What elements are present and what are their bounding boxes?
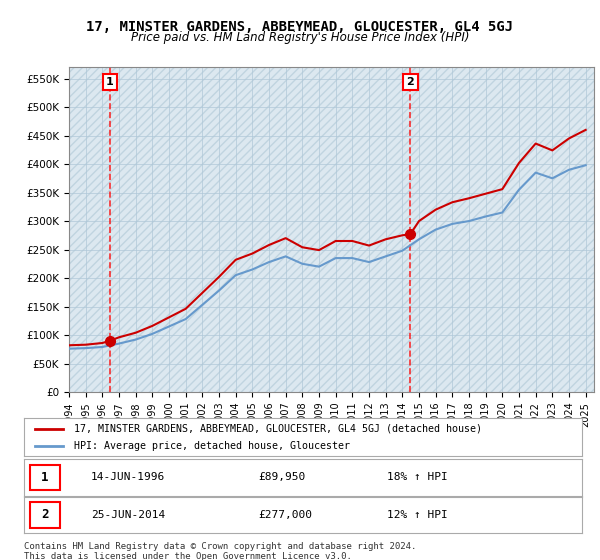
Text: 18% ↑ HPI: 18% ↑ HPI bbox=[387, 473, 448, 482]
Text: Price paid vs. HM Land Registry's House Price Index (HPI): Price paid vs. HM Land Registry's House … bbox=[131, 31, 469, 44]
FancyBboxPatch shape bbox=[29, 465, 60, 490]
Text: 12% ↑ HPI: 12% ↑ HPI bbox=[387, 510, 448, 520]
Text: Contains HM Land Registry data © Crown copyright and database right 2024.
This d: Contains HM Land Registry data © Crown c… bbox=[24, 542, 416, 560]
Text: 17, MINSTER GARDENS, ABBEYMEAD, GLOUCESTER, GL4 5GJ: 17, MINSTER GARDENS, ABBEYMEAD, GLOUCEST… bbox=[86, 20, 514, 34]
FancyBboxPatch shape bbox=[29, 502, 60, 528]
Text: 2: 2 bbox=[41, 508, 49, 521]
Text: 25-JUN-2014: 25-JUN-2014 bbox=[91, 510, 165, 520]
Text: 17, MINSTER GARDENS, ABBEYMEAD, GLOUCESTER, GL4 5GJ (detached house): 17, MINSTER GARDENS, ABBEYMEAD, GLOUCEST… bbox=[74, 424, 482, 434]
Text: £89,950: £89,950 bbox=[259, 473, 305, 482]
Text: 14-JUN-1996: 14-JUN-1996 bbox=[91, 473, 165, 482]
Text: HPI: Average price, detached house, Gloucester: HPI: Average price, detached house, Glou… bbox=[74, 441, 350, 451]
Text: £277,000: £277,000 bbox=[259, 510, 313, 520]
Text: 2: 2 bbox=[406, 77, 414, 87]
Text: 1: 1 bbox=[41, 471, 49, 484]
Text: 1: 1 bbox=[106, 77, 114, 87]
